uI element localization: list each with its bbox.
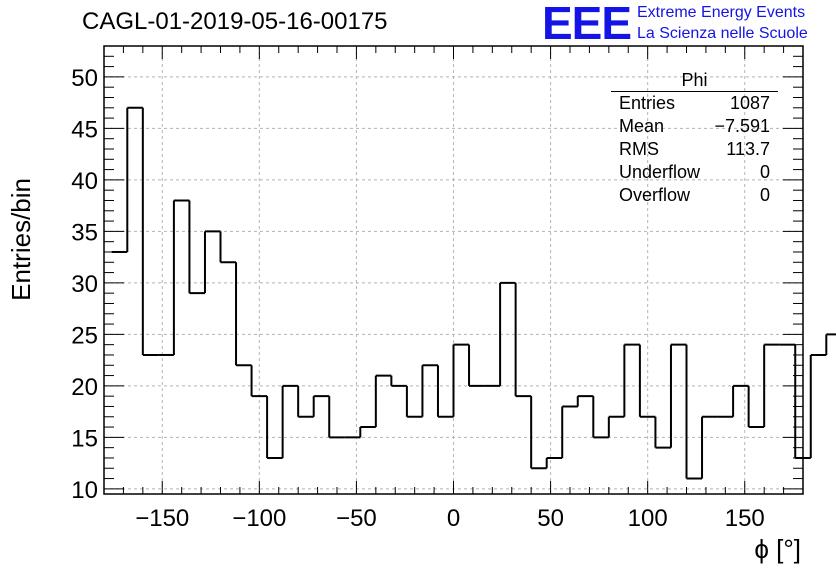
histogram-bin (825, 333, 836, 355)
stats-value: −7.591 (714, 116, 770, 136)
histogram-bin (390, 375, 407, 387)
histogram-bin (266, 396, 283, 459)
chart-title: CAGL-01-2019-05-16-00175 (82, 8, 388, 35)
stats-label: Mean (619, 116, 665, 136)
histogram-bin (141, 107, 159, 356)
y-tick-label: 40 (71, 168, 98, 195)
histogram-bin (219, 231, 237, 264)
y-tick-label: 45 (71, 116, 98, 143)
y-tick-label: 25 (71, 322, 98, 349)
histogram-bin (809, 353, 827, 458)
histogram-bin (669, 343, 687, 448)
stats-label: Entries (619, 93, 676, 113)
histogram-bin (530, 396, 547, 470)
y-tick-label: 50 (71, 65, 98, 92)
histogram-bin (312, 395, 330, 417)
stats-row-rms: RMS 113.7 (611, 138, 778, 161)
histogram-bin (607, 415, 625, 438)
x-tick-label: −50 (336, 505, 377, 532)
y-tick-label: 20 (71, 374, 98, 401)
histogram-bin (203, 230, 221, 294)
histogram-bin (685, 344, 703, 480)
histogram-bin (732, 384, 749, 417)
stats-label: Underflow (619, 162, 701, 182)
stats-value: 1087 (729, 93, 770, 113)
stats-label: Overflow (619, 185, 691, 205)
x-tick-label: 0 (447, 505, 460, 532)
x-tick-label: 100 (628, 505, 668, 532)
histogram-bin (561, 405, 578, 458)
grid-lines (104, 46, 803, 494)
x-axis-label: ϕ [°] (754, 534, 801, 564)
histogram-bin (576, 395, 594, 407)
x-tick-label: 150 (725, 505, 765, 532)
histogram-bin (297, 385, 314, 418)
histogram-bin (328, 396, 345, 439)
histogram-bin (592, 396, 609, 439)
histogram-bin (638, 344, 656, 418)
stats-value: 0 (759, 185, 770, 205)
stats-value: 113.7 (726, 139, 770, 159)
histogram-bin (436, 365, 454, 418)
y-tick-label: 35 (71, 219, 98, 246)
histogram-bin (172, 199, 190, 355)
histogram-bin (499, 281, 516, 386)
histogram-bin (235, 262, 252, 367)
stats-row-entries: Entries 1087 (611, 92, 778, 115)
y-tick-label: 10 (71, 477, 98, 504)
axis-ticks (104, 45, 804, 494)
eee-logo: EEE (542, 0, 632, 49)
histogram-bin (359, 426, 376, 438)
y-axis-label: Entries/bin (6, 178, 36, 301)
histogram-bin (405, 385, 423, 418)
histogram-bin (281, 384, 299, 458)
tick-labels: −150 −100 −50 0 50 100 150 10 15 20 25 30 35 40 45 50 (71, 65, 764, 532)
stats-value: 0 (759, 162, 770, 182)
histogram-bin (747, 385, 765, 429)
histogram-bin (374, 374, 392, 428)
x-tick-label: −150 (135, 505, 189, 532)
histogram-series (111, 106, 836, 480)
histogram-bin (763, 343, 780, 428)
x-tick-label: 50 (537, 505, 564, 532)
histogram-bin (421, 364, 438, 417)
stats-row-underflow: Underflow 0 (611, 161, 778, 184)
y-tick-label: 15 (71, 425, 98, 452)
stats-row-mean: Mean −7.591 (611, 115, 778, 138)
stats-title: Phi (611, 70, 778, 92)
histogram-bin (126, 106, 143, 252)
histogram-bin (545, 456, 563, 469)
histogram-bin (514, 282, 532, 398)
histogram-bin (623, 343, 640, 417)
histogram-bin (468, 344, 485, 387)
histogram-bin (654, 416, 671, 449)
y-tick-label: 30 (71, 271, 98, 298)
stats-box: Phi Entries 1087 Mean −7.591 RMS 113.7 U… (611, 70, 778, 207)
histogram-bin (250, 365, 268, 398)
stats-row-overflow: Overflow 0 (611, 184, 778, 207)
x-tick-label: −100 (232, 505, 286, 532)
logo-subtitle-line1: Extreme Energy Events (637, 4, 806, 21)
histogram-bin (188, 200, 205, 295)
histogram-bin (701, 415, 718, 479)
logo-subtitle-line2: La Scienza nelle Scuole (637, 25, 808, 42)
stats-label: RMS (619, 139, 659, 159)
histogram-bin (452, 343, 470, 417)
